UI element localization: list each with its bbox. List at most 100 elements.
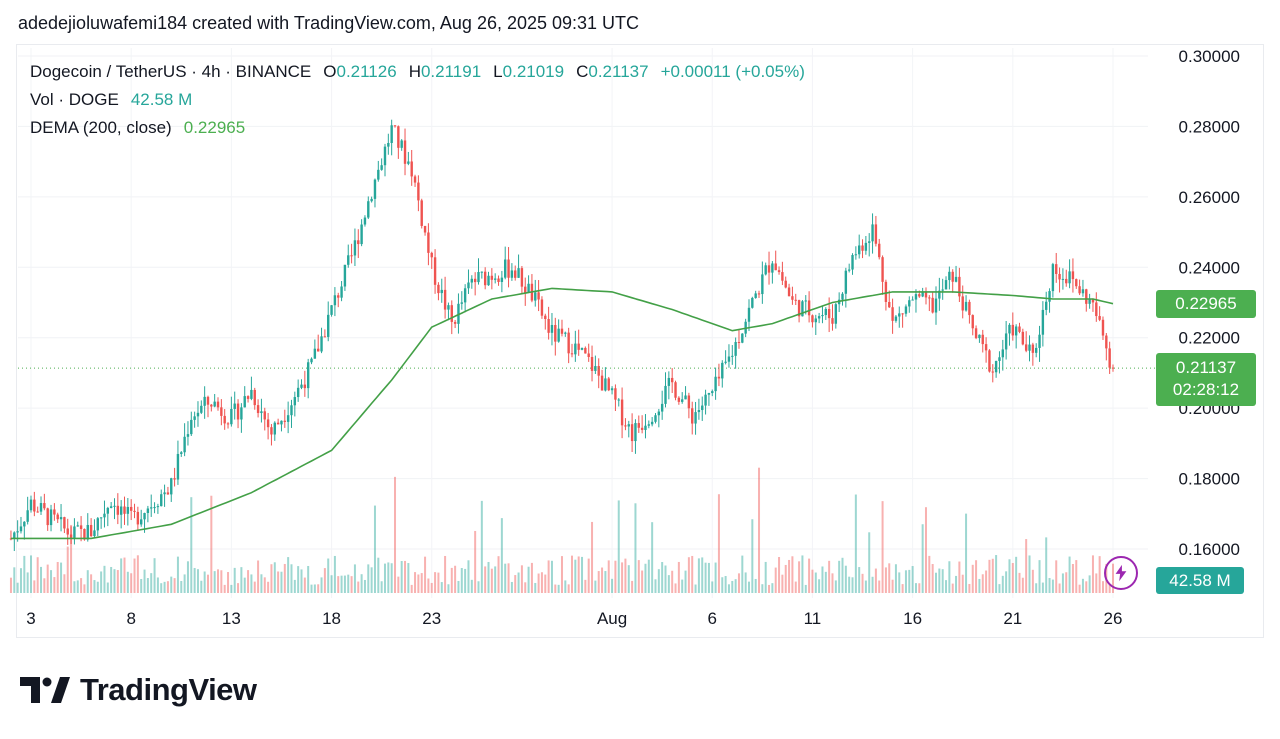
candle-body [594,366,597,371]
candle-body [193,416,196,420]
volume-bar [444,555,447,593]
volume-bar [120,558,123,593]
volume-bar [283,563,286,593]
volume-bar [671,570,674,593]
candle-body [123,506,126,514]
volume-bar [904,570,907,593]
candle-body [901,313,904,315]
legend-high-value: 0.21191 [420,62,482,81]
volume-bar [584,579,587,593]
volume-bar [424,556,427,593]
volume-bar [848,576,851,593]
candle-body [934,298,938,313]
candle-body [540,299,544,316]
volume-bar [1008,559,1011,593]
volume-bar [40,566,43,593]
candle-body [777,270,781,273]
volume-bar [206,574,209,593]
candle-body [871,224,874,242]
volume-bar [841,557,844,593]
candle-body [704,394,707,406]
volume-bar [581,556,584,593]
volume-bar [694,584,697,593]
tradingview-logo[interactable]: TradingView [20,672,257,708]
candle-body [203,396,206,406]
chart-panel[interactable] [16,44,1264,638]
candle-body [26,510,29,522]
legend-change: +0.00011 (+0.05%) [660,62,805,81]
volume-bar [227,572,230,593]
volume-bar [307,565,310,593]
volume-bar [701,557,704,593]
candle-body [857,245,861,255]
volume-bar [881,501,884,593]
candle-body [614,388,617,400]
candle-body [103,513,106,518]
candle-body [884,281,888,302]
volume-bar [587,558,590,593]
volume-bar [1061,573,1064,593]
volume-bar [998,584,1001,593]
candle-body [1085,289,1088,304]
candle-body [440,289,443,294]
volume-bar [621,562,624,593]
volume-bar [186,561,189,593]
candle-body [393,125,397,127]
volume-bar [203,571,206,593]
candle-body [881,257,884,282]
candle-body [53,509,56,515]
candle-body [360,224,363,245]
volume-bar [130,573,133,593]
volume-bar [447,584,450,593]
candle-body [166,492,170,495]
candle-body [664,385,667,404]
volume-bar [377,557,380,593]
volume-bar [1001,575,1004,593]
candle-body [921,292,924,297]
x-tick-label: 3 [26,609,35,628]
legend-symbol[interactable]: Dogecoin / TetherUS · 4h · BINANCE [30,62,312,81]
candle-body [1008,324,1011,334]
legend-volume-label[interactable]: Vol · DOGE [30,90,119,109]
volume-bar [196,569,199,593]
candle-body [918,294,921,297]
candle-body [250,389,253,399]
candle-body [841,293,844,300]
lightning-icon[interactable] [1104,556,1138,590]
candle-body [844,270,848,294]
volume-bar [193,567,196,593]
candle-body [811,315,814,323]
volume-bar [784,564,787,593]
volume-bar [397,576,400,593]
volume-bar [778,557,781,593]
candle-body [781,272,784,281]
volume-bar [70,524,73,593]
volume-bar [1091,555,1094,593]
volume-bar [1085,581,1088,593]
candle-body [787,287,791,297]
volume-bar [965,513,968,593]
candle-body [236,403,240,420]
volume-bar [140,578,143,593]
volume-bar [414,572,417,593]
candle-body [260,411,263,414]
candle-body [724,361,727,363]
volume-bar [681,579,684,593]
candle-body [113,505,116,507]
volume-bar [601,567,604,593]
volume-bar [297,566,300,593]
candle-body [894,316,898,321]
volume-bar [96,581,99,593]
candle-body [861,245,864,251]
volume-bar [567,584,570,593]
candle-body [590,356,594,371]
volume-bar [173,578,176,593]
volume-bar [410,584,413,593]
candle-body [477,271,480,283]
volume-bar [300,569,303,593]
volume-bar [230,584,233,593]
legend-dema-label[interactable]: DEMA (200, close) [30,118,172,137]
volume-bar [110,566,113,593]
volume-bar [557,584,560,593]
